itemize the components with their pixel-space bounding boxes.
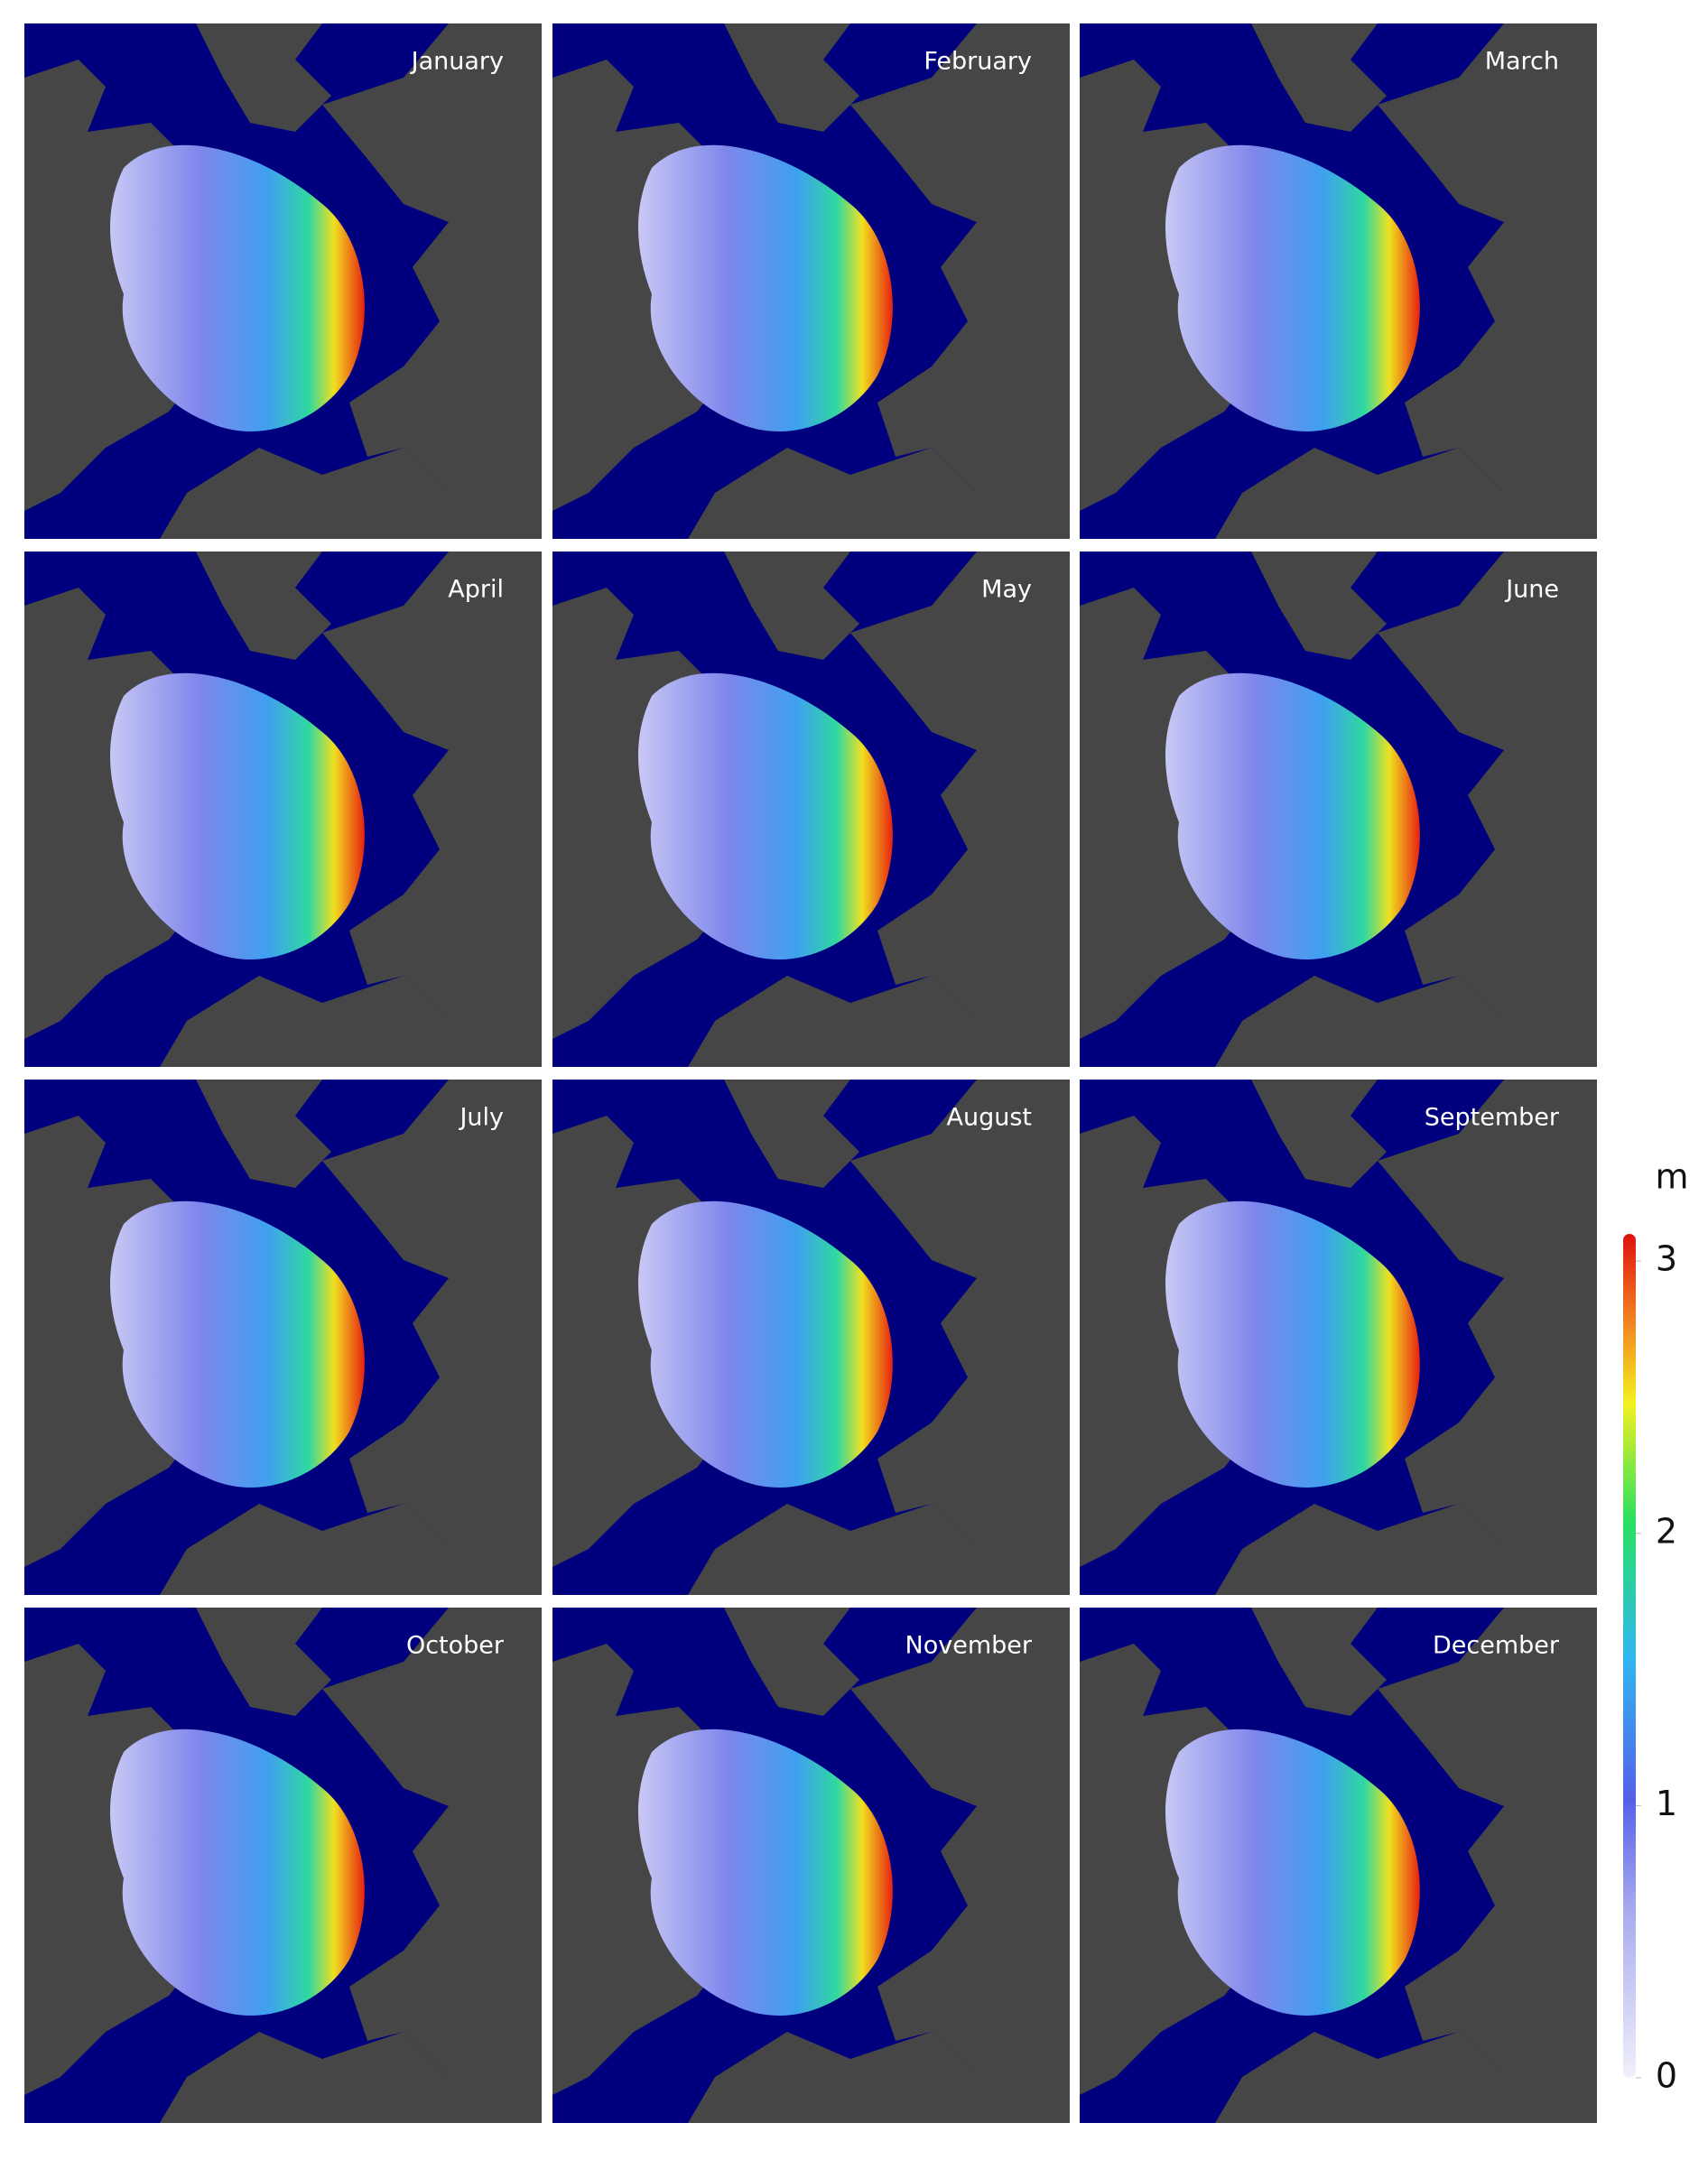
map-image — [1080, 1608, 1597, 2123]
map-panel: September — [1080, 1080, 1597, 1595]
colorbar — [1623, 1234, 1636, 2078]
panel-label: May — [981, 576, 1032, 604]
map-image — [24, 1080, 542, 1595]
map-image — [1080, 552, 1597, 1067]
panel-label: April — [448, 576, 504, 604]
map-image — [24, 552, 542, 1067]
map-panel: February — [552, 23, 1070, 539]
map-image — [552, 552, 1070, 1067]
map-panel: August — [552, 1080, 1070, 1595]
panel-label: June — [1504, 576, 1559, 604]
panel-label: August — [947, 1104, 1033, 1132]
panel-label: November — [905, 1632, 1033, 1660]
panel-label: February — [924, 48, 1032, 76]
map-image — [552, 1080, 1070, 1595]
panel-label: December — [1433, 1632, 1560, 1660]
panel-label: January — [410, 48, 504, 76]
map-image — [24, 23, 542, 539]
panel-label: March — [1485, 48, 1559, 76]
colorbar-tick-label: 1 — [1656, 1784, 1677, 1823]
map-panel: November — [552, 1608, 1070, 2123]
map-image — [1080, 1080, 1597, 1595]
map-panel: June — [1080, 552, 1597, 1067]
map-image — [552, 1608, 1070, 2123]
map-panel: December — [1080, 1608, 1597, 2123]
map-image — [552, 23, 1070, 539]
map-panel: May — [552, 552, 1070, 1067]
colorbar-unit: m — [1655, 1157, 1688, 1197]
map-panel: July — [24, 1080, 542, 1595]
map-image — [24, 1608, 542, 2123]
colorbar-tick-label: 2 — [1656, 1511, 1677, 1551]
panel-label: October — [406, 1632, 505, 1660]
colorbar-tick-label: 3 — [1656, 1239, 1677, 1279]
colorbar-tick-label: 0 — [1656, 2056, 1677, 2096]
map-image — [1080, 23, 1597, 539]
map-panel: April — [24, 552, 542, 1067]
panel-label: September — [1425, 1104, 1560, 1132]
map-panel: January — [24, 23, 542, 539]
map-panel: October — [24, 1608, 542, 2123]
map-panel: March — [1080, 23, 1597, 539]
panel-label: July — [458, 1104, 504, 1132]
